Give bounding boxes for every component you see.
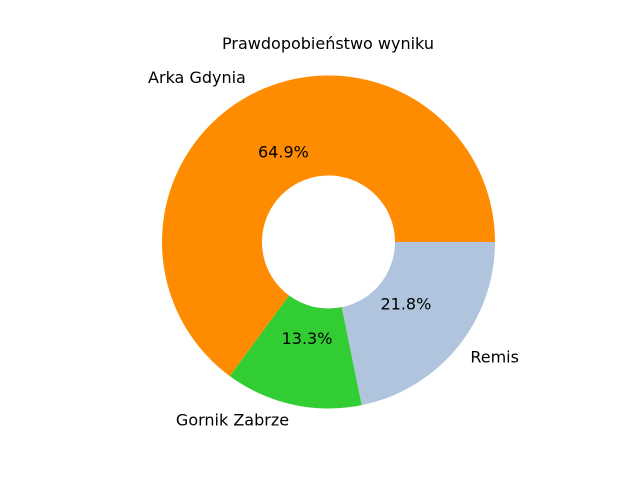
slice-percent-remis: 21.8% xyxy=(380,295,431,314)
slice-remis xyxy=(341,242,496,406)
slice-gornik-zabrze xyxy=(229,295,362,409)
slice-label-gornik-zabrze: Gornik Zabrze xyxy=(176,410,289,429)
slice-label-arka-gdynia: Arka Gdynia xyxy=(148,68,246,87)
slice-arka-gdynia xyxy=(162,75,496,377)
slices-group xyxy=(162,75,496,409)
labels-group: Arka Gdynia 64.9% Gornik Zabrze 13.3% Remis 2… xyxy=(148,68,519,429)
slice-label-remis: Remis xyxy=(470,347,519,366)
slice-percent-gornik-zabrze: 13.3% xyxy=(282,329,333,348)
chart-title: Prawdopobieństwo wyniku xyxy=(222,34,434,53)
slice-percent-arka-gdynia: 64.9% xyxy=(258,142,309,161)
